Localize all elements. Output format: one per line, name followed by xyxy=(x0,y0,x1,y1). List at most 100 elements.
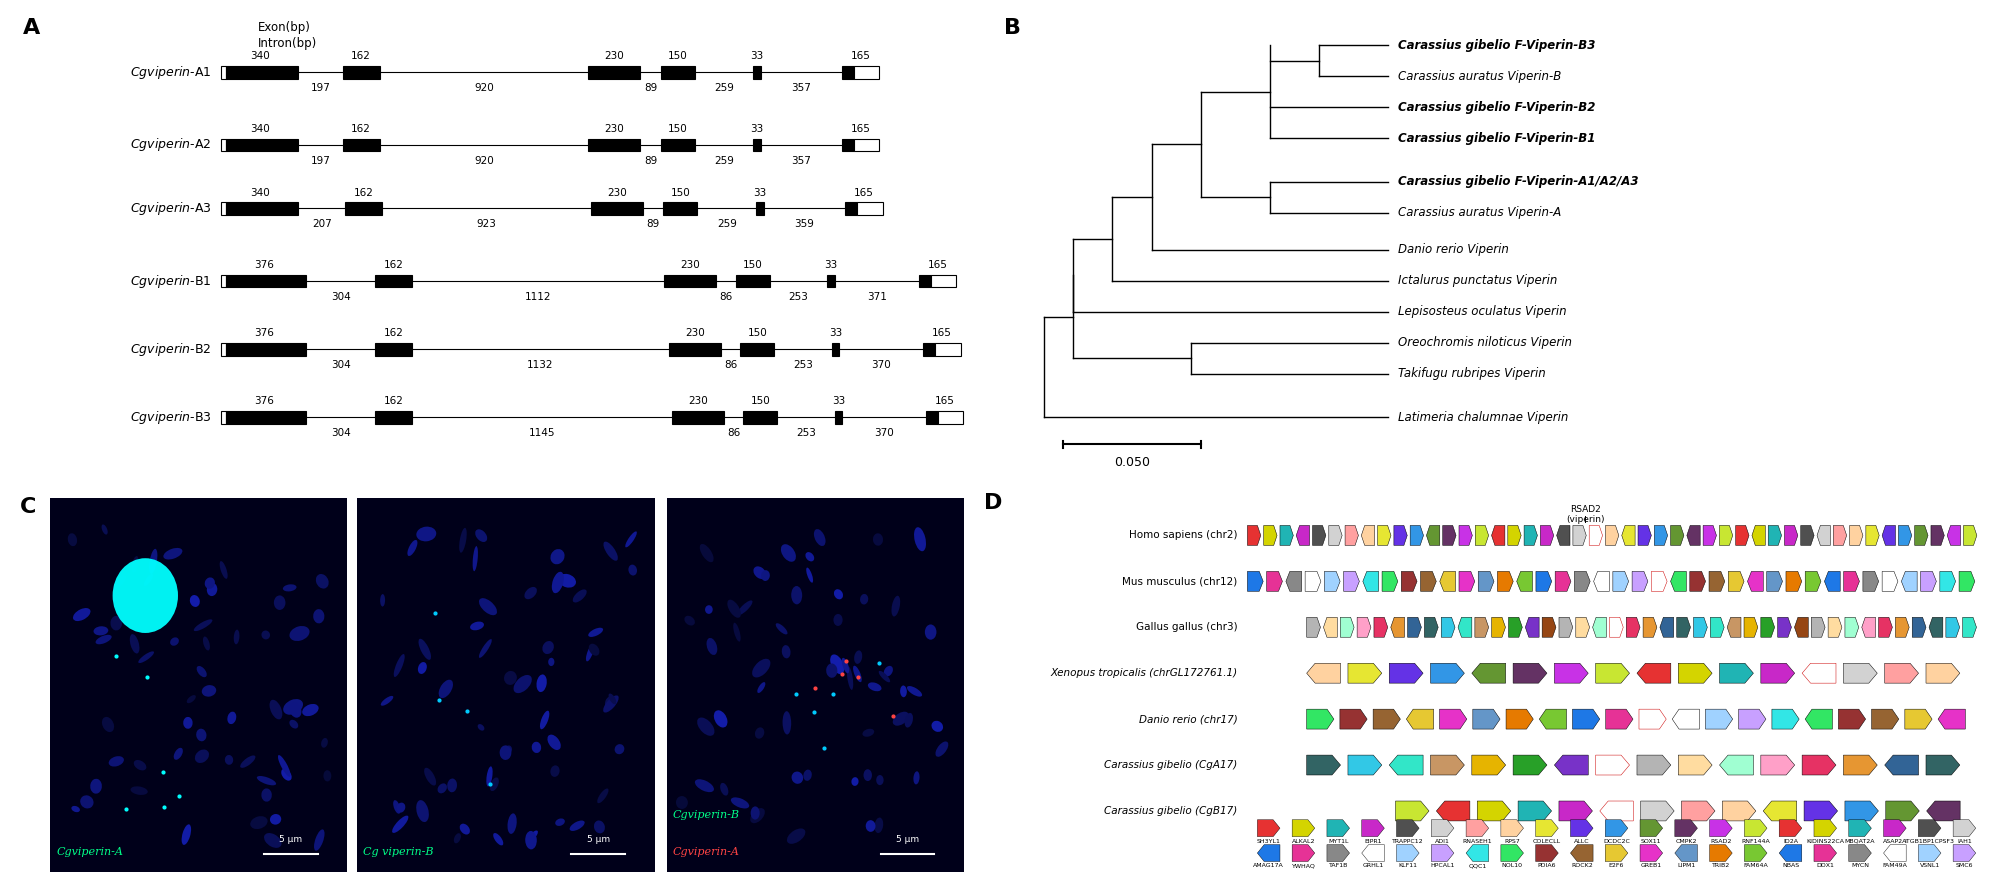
Polygon shape xyxy=(1915,525,1927,546)
Polygon shape xyxy=(1710,618,1724,637)
Ellipse shape xyxy=(783,711,791,734)
Polygon shape xyxy=(1901,571,1917,591)
Polygon shape xyxy=(1246,525,1260,546)
Polygon shape xyxy=(1278,525,1293,546)
Ellipse shape xyxy=(829,654,843,674)
Polygon shape xyxy=(1762,801,1796,821)
Ellipse shape xyxy=(813,529,825,546)
Polygon shape xyxy=(1596,663,1630,684)
Polygon shape xyxy=(1842,571,1858,591)
Polygon shape xyxy=(1610,618,1622,637)
Text: 340: 340 xyxy=(249,188,269,198)
Text: 230: 230 xyxy=(606,188,626,198)
Bar xyxy=(841,66,853,78)
Text: 162: 162 xyxy=(351,52,371,61)
Text: Gallus gallus (chr3): Gallus gallus (chr3) xyxy=(1136,622,1236,632)
Bar xyxy=(937,411,963,424)
Ellipse shape xyxy=(532,741,542,753)
Polygon shape xyxy=(1911,618,1925,637)
Polygon shape xyxy=(1812,820,1836,837)
Text: 33: 33 xyxy=(829,328,841,338)
Polygon shape xyxy=(1339,618,1353,637)
Ellipse shape xyxy=(554,819,564,826)
Ellipse shape xyxy=(514,675,532,693)
Polygon shape xyxy=(1905,709,1931,729)
Ellipse shape xyxy=(187,695,197,703)
Ellipse shape xyxy=(833,614,843,626)
Text: SOX11: SOX11 xyxy=(1640,838,1660,844)
Text: DDX1: DDX1 xyxy=(1816,863,1832,869)
Text: MBQAT2A: MBQAT2A xyxy=(1844,838,1875,844)
Polygon shape xyxy=(1708,571,1724,591)
Ellipse shape xyxy=(694,780,714,792)
Polygon shape xyxy=(1939,571,1955,591)
Polygon shape xyxy=(1395,801,1429,821)
Text: GRHL1: GRHL1 xyxy=(1361,863,1383,869)
Bar xyxy=(221,411,227,424)
Ellipse shape xyxy=(706,638,716,655)
Text: 376: 376 xyxy=(253,260,273,271)
Ellipse shape xyxy=(704,605,712,614)
Ellipse shape xyxy=(865,821,875,832)
Polygon shape xyxy=(1895,618,1909,637)
Bar xyxy=(588,66,640,78)
Text: 165: 165 xyxy=(851,52,869,61)
Text: DCDC2C: DCDC2C xyxy=(1602,838,1630,844)
Polygon shape xyxy=(1959,571,1973,591)
Ellipse shape xyxy=(586,644,594,661)
Polygon shape xyxy=(1708,820,1732,837)
Polygon shape xyxy=(1885,801,1919,821)
Polygon shape xyxy=(1883,845,1905,862)
Text: 253: 253 xyxy=(789,292,809,302)
Ellipse shape xyxy=(891,595,899,617)
Text: 89: 89 xyxy=(646,219,660,230)
Ellipse shape xyxy=(853,651,861,664)
Polygon shape xyxy=(1674,820,1696,837)
Polygon shape xyxy=(1256,820,1278,837)
Ellipse shape xyxy=(913,772,919,784)
Polygon shape xyxy=(1307,709,1333,729)
Ellipse shape xyxy=(903,713,913,727)
Text: $\it{Cgviperin}$-B1: $\it{Cgviperin}$-B1 xyxy=(130,272,213,289)
Polygon shape xyxy=(1266,571,1282,591)
Text: 920: 920 xyxy=(474,156,494,166)
Ellipse shape xyxy=(132,556,138,572)
Bar xyxy=(227,275,307,287)
Text: PDIA6: PDIA6 xyxy=(1537,863,1555,869)
Polygon shape xyxy=(1612,571,1628,591)
Polygon shape xyxy=(1557,618,1571,637)
Text: ALLC: ALLC xyxy=(1573,838,1590,844)
Ellipse shape xyxy=(935,741,947,756)
Polygon shape xyxy=(1778,820,1800,837)
Polygon shape xyxy=(1750,525,1764,546)
Text: KIDINS22CA: KIDINS22CA xyxy=(1806,838,1842,844)
Polygon shape xyxy=(1726,618,1740,637)
Ellipse shape xyxy=(201,685,217,697)
Ellipse shape xyxy=(550,549,564,564)
Text: Lepisosteus oculatus Viperin: Lepisosteus oculatus Viperin xyxy=(1397,305,1565,319)
Ellipse shape xyxy=(931,721,943,732)
Text: C: C xyxy=(20,498,36,517)
Text: YWHAQ: YWHAQ xyxy=(1291,863,1315,869)
Ellipse shape xyxy=(506,746,512,753)
Ellipse shape xyxy=(624,531,636,547)
Text: Carassius auratus Viperin-B: Carassius auratus Viperin-B xyxy=(1397,69,1559,83)
Polygon shape xyxy=(1674,845,1696,862)
Bar xyxy=(660,66,694,78)
Ellipse shape xyxy=(289,702,301,717)
Polygon shape xyxy=(1702,525,1716,546)
Text: Takifugu rubripes Viperin: Takifugu rubripes Viperin xyxy=(1397,368,1545,380)
Polygon shape xyxy=(1571,525,1586,546)
Polygon shape xyxy=(1327,820,1349,837)
Ellipse shape xyxy=(130,787,149,795)
Text: 259: 259 xyxy=(716,219,737,230)
Polygon shape xyxy=(1363,571,1379,591)
Ellipse shape xyxy=(80,796,94,808)
Text: ROCK2: ROCK2 xyxy=(1569,863,1592,869)
Ellipse shape xyxy=(315,574,329,588)
Text: $\it{Cgviperin}$-A1: $\it{Cgviperin}$-A1 xyxy=(130,64,213,81)
Polygon shape xyxy=(1513,755,1545,775)
Polygon shape xyxy=(1555,525,1569,546)
Text: RSAD2
(viperin): RSAD2 (viperin) xyxy=(1565,505,1604,524)
Polygon shape xyxy=(1704,709,1732,729)
